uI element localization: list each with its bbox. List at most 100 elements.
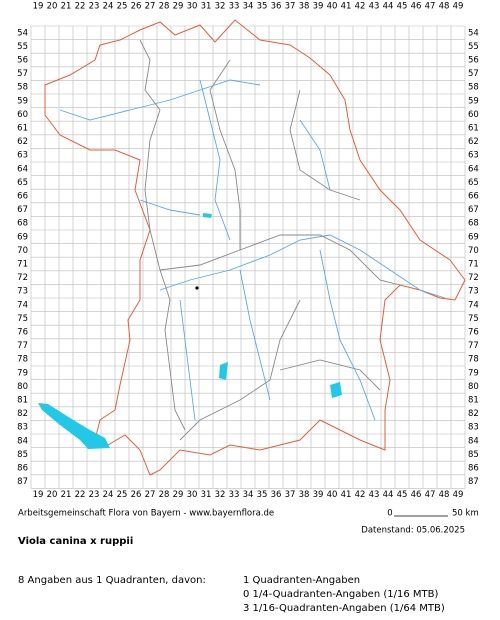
row-label: 86: [468, 464, 479, 474]
detail: 1 Quadranten-Angaben: [243, 575, 360, 586]
row-label: 76: [17, 328, 28, 338]
row-label: 60: [17, 110, 28, 120]
row-label: 67: [17, 205, 28, 215]
row-label: 65: [17, 178, 28, 188]
row-label: 54: [468, 28, 479, 38]
column-label: 44: [383, 2, 394, 12]
row-label: 73: [468, 287, 479, 297]
column-label: 41: [341, 2, 352, 12]
row-label: 82: [468, 409, 479, 419]
row-label: 64: [468, 164, 479, 174]
column-label: 29: [173, 2, 184, 12]
row-label: 56: [468, 56, 479, 66]
date: Datenstand: 05.06.2025: [361, 526, 465, 536]
row-label: 83: [17, 423, 28, 433]
row-label: 58: [17, 83, 28, 93]
row-label: 57: [468, 69, 479, 79]
column-label: 48: [439, 490, 450, 500]
column-label: 39: [313, 2, 324, 12]
column-label: 42: [355, 2, 366, 12]
column-label: 39: [313, 490, 324, 500]
row-label: 66: [468, 192, 479, 202]
row-label: 72: [17, 273, 28, 283]
title: Viola canina x ruppii: [18, 536, 133, 547]
row-label: 58: [468, 83, 479, 93]
column-label: 20: [47, 490, 58, 500]
column-label: 25: [117, 490, 128, 500]
row-label: 68: [17, 219, 28, 229]
column-label: 23: [89, 2, 100, 12]
column-label: 19: [33, 2, 44, 12]
rivers: [59, 79, 446, 421]
row-label: 86: [17, 464, 28, 474]
column-label: 46: [411, 490, 422, 500]
column-label: 27: [145, 2, 156, 12]
column-label: 20: [47, 2, 58, 12]
row-label: 81: [468, 396, 479, 406]
row-label: 61: [468, 124, 479, 134]
column-label: 28: [159, 2, 170, 12]
column-label: 45: [397, 490, 408, 500]
row-label: 80: [468, 382, 479, 392]
column-label: 31: [201, 490, 212, 500]
row-label: 75: [17, 314, 28, 324]
column-label: 36: [271, 490, 282, 500]
row-label: 78: [17, 355, 28, 365]
column-label: 48: [439, 2, 450, 12]
column-label: 19: [33, 490, 44, 500]
column-label: 49: [453, 2, 464, 12]
column-label: 31: [201, 2, 212, 12]
row-label: 61: [17, 124, 28, 134]
row-label: 55: [468, 42, 479, 52]
column-label: 22: [75, 2, 86, 12]
column-label: 37: [285, 490, 296, 500]
column-label: 42: [355, 490, 366, 500]
scale-start: 0: [387, 509, 392, 519]
column-label: 33: [229, 490, 240, 500]
column-label: 45: [397, 2, 408, 12]
column-label: 32: [215, 490, 226, 500]
row-label: 83: [468, 423, 479, 433]
row-label: 62: [17, 137, 28, 147]
row-label: 76: [468, 328, 479, 338]
row-label: 77: [468, 341, 479, 351]
row-label: 59: [17, 96, 28, 106]
row-label: 75: [468, 314, 479, 324]
row-label: 73: [17, 287, 28, 297]
detail: 3 1/16-Quadranten-Angaben (1/64 MTB): [243, 603, 445, 614]
row-label: 87: [468, 477, 479, 487]
column-label: 36: [271, 2, 282, 12]
row-label: 79: [17, 368, 28, 378]
column-label: 43: [369, 490, 380, 500]
column-label: 38: [299, 2, 310, 12]
column-label: 30: [187, 490, 198, 500]
row-label: 71: [17, 260, 28, 270]
column-label: 44: [383, 490, 394, 500]
column-label: 24: [103, 2, 114, 12]
row-label: 70: [468, 246, 479, 256]
row-label: 84: [17, 436, 28, 446]
row-label: 72: [468, 273, 479, 283]
lakes: [38, 213, 342, 449]
row-label: 62: [468, 137, 479, 147]
detail: 0 1/4-Quadranten-Angaben (1/16 MTB): [243, 589, 438, 600]
grid: [30, 25, 466, 489]
column-label: 29: [173, 490, 184, 500]
column-label: 34: [243, 2, 254, 12]
row-label: 70: [17, 246, 28, 256]
row-label: 67: [468, 205, 479, 215]
column-label: 24: [103, 490, 114, 500]
row-label: 66: [17, 192, 28, 202]
row-label: 69: [468, 232, 479, 242]
row-label: 85: [468, 450, 479, 460]
row-label: 82: [17, 409, 28, 419]
column-label: 30: [187, 2, 198, 12]
column-label: 41: [341, 490, 352, 500]
column-label: 22: [75, 490, 86, 500]
summary: 8 Angaben aus 1 Quadranten, davon:: [18, 575, 206, 586]
column-label: 47: [425, 490, 436, 500]
row-label: 81: [17, 396, 28, 406]
row-label: 63: [17, 151, 28, 161]
